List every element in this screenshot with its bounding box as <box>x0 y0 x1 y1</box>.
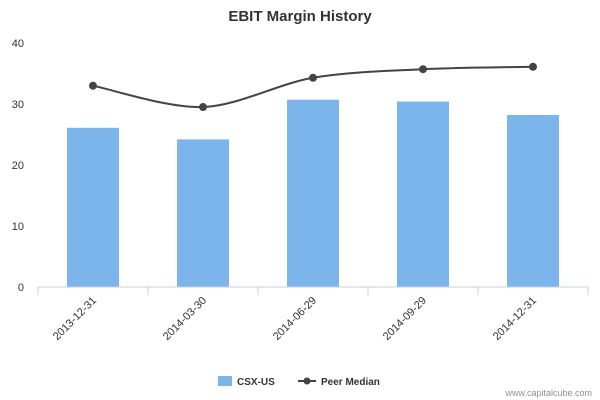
bar[interactable] <box>397 101 449 287</box>
legend-item-csx-us[interactable]: CSX-US <box>218 376 275 388</box>
legend: CSX-US Peer Median <box>218 376 380 388</box>
y-tick-label: 0 <box>18 282 24 294</box>
y-axis-ticks: 0 10 20 30 40 <box>12 38 24 294</box>
x-tick-label: 2014-06-29 <box>271 295 319 343</box>
x-tick-label: 2014-12-31 <box>491 295 539 343</box>
bar[interactable] <box>67 127 119 287</box>
bar[interactable] <box>177 139 229 287</box>
credit-text[interactable]: www.capitalcube.com <box>504 388 592 398</box>
legend-item-peer-median[interactable]: Peer Median <box>298 377 380 388</box>
x-axis-ticks: 2013-12-31 2014-03-30 2014-06-29 2014-09-29… <box>37 287 589 343</box>
line-point[interactable] <box>529 62 537 71</box>
bar-series <box>67 99 559 287</box>
line-series <box>89 62 537 112</box>
line-point[interactable] <box>419 65 427 74</box>
x-tick-label: 2014-03-30 <box>161 295 209 343</box>
x-tick-label: 2013-12-31 <box>51 295 99 343</box>
chart-title: EBIT Margin History <box>228 8 372 25</box>
line-point[interactable] <box>89 81 97 90</box>
legend-label: CSX-US <box>237 377 275 388</box>
legend-swatch-bar <box>218 376 232 386</box>
bar[interactable] <box>507 114 559 287</box>
x-tick-label: 2014-09-29 <box>381 295 429 343</box>
bar[interactable] <box>287 99 339 287</box>
line-point[interactable] <box>309 73 317 82</box>
y-tick-label: 30 <box>12 99 24 111</box>
legend-swatch-marker <box>303 377 311 385</box>
y-tick-label: 40 <box>12 38 24 50</box>
line-point[interactable] <box>199 103 207 112</box>
legend-label: Peer Median <box>321 377 380 388</box>
y-tick-label: 20 <box>12 160 24 172</box>
y-tick-label: 10 <box>12 221 24 233</box>
